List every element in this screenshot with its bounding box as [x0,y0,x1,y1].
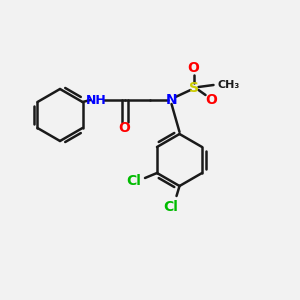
Text: N: N [166,93,177,107]
Text: O: O [206,93,218,107]
Text: NH: NH [86,94,107,106]
Text: S: S [188,81,199,95]
Text: Cl: Cl [163,200,178,214]
Text: Cl: Cl [127,174,141,188]
Text: CH₃: CH₃ [218,80,240,90]
Text: O: O [188,61,200,75]
Text: O: O [118,121,130,135]
